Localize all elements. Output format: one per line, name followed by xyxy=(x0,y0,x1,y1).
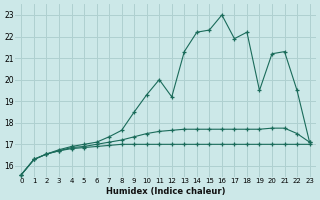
X-axis label: Humidex (Indice chaleur): Humidex (Indice chaleur) xyxy=(106,187,225,196)
